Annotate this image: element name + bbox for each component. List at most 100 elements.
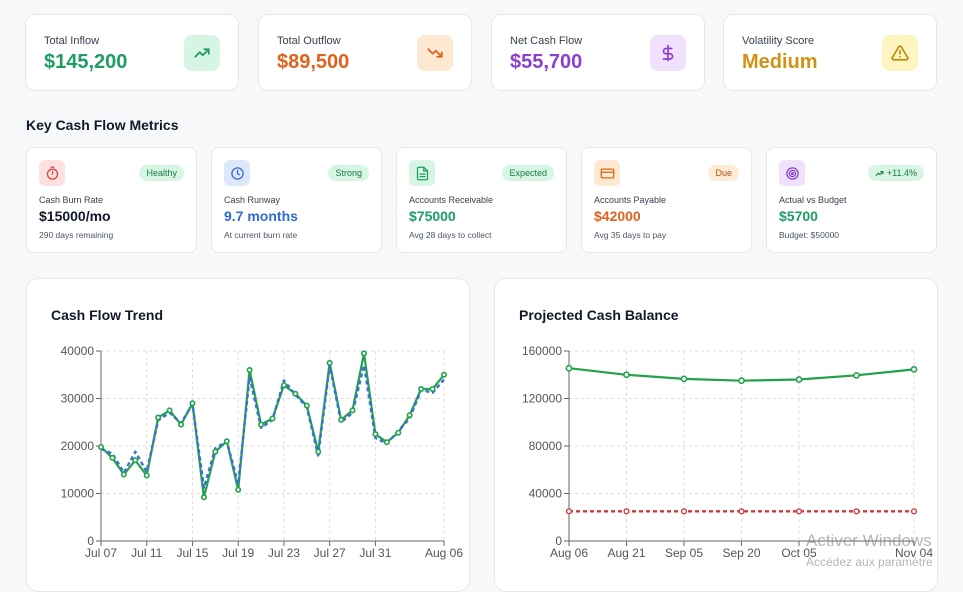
chart-title: Cash Flow Trend (51, 307, 164, 323)
data-point (109, 454, 116, 461)
metric-label: Actual vs Budget (779, 195, 847, 205)
accounts-receivable-card: Expected Accounts Receivable $75000 Avg … (396, 147, 567, 253)
y-tick-label: 0 (555, 534, 562, 548)
metric-subtext: At current burn rate (224, 230, 298, 240)
stat-value: $55,700 (510, 51, 583, 73)
trending-up-icon (875, 170, 884, 176)
warning-icon (882, 35, 918, 71)
cash-flow-trend-chart: 0 10000 20000 30000 40000 Jul 07 Jul 11 Jul 15 J… (61, 344, 464, 560)
credit-card-icon (594, 160, 620, 186)
data-point (349, 407, 356, 414)
x-tick-label: Jul 23 (268, 546, 300, 560)
data-point (383, 439, 390, 446)
data-point (132, 457, 139, 464)
x-tick-label: Jul 27 (314, 546, 346, 560)
trending-down-icon (417, 35, 453, 71)
x-tick-label: Jul 11 (131, 546, 162, 560)
metric-value: $42000 (594, 208, 641, 224)
cash-runway-card: Strong Cash Runway 9.7 months At current… (211, 147, 382, 253)
status-badge: Healthy (139, 165, 184, 181)
accounts-payable-card: Due Accounts Payable $42000 Avg 35 days … (581, 147, 752, 253)
data-point (680, 375, 688, 383)
target-icon (779, 160, 805, 186)
total-inflow-card: Total Inflow $145,200 (25, 14, 239, 91)
data-point (680, 508, 688, 515)
metric-subtext: Avg 35 days to pay (594, 230, 667, 240)
metric-label: Accounts Receivable (409, 195, 494, 205)
metric-subtext: Budget: $50000 (779, 230, 840, 240)
data-point (212, 448, 219, 455)
y-tick-label: 30000 (61, 392, 95, 406)
y-tick-label: 120000 (522, 392, 562, 406)
badge-text: +11.4% (886, 168, 917, 178)
stat-value: Medium (742, 51, 818, 73)
x-tick-label: Sep 20 (722, 546, 760, 560)
stat-value: $89,500 (277, 51, 350, 73)
x-tick-label: Jul 19 (222, 546, 254, 560)
dollar-icon (650, 35, 686, 71)
data-point (738, 508, 745, 515)
status-badge: Expected (502, 165, 554, 181)
data-point (166, 407, 173, 414)
y-tick-label: 160000 (522, 344, 562, 358)
net-cash-flow-card: Net Cash Flow $55,700 (491, 14, 705, 91)
data-point (738, 377, 745, 385)
metric-subtext: 290 days remaining (39, 230, 114, 240)
x-tick-label: Sep 05 (665, 546, 703, 560)
y-tick-label: 20000 (61, 439, 95, 453)
data-point (406, 412, 413, 419)
y-tick-label: 40000 (529, 487, 563, 501)
y-tick-label: 40000 (61, 344, 95, 358)
x-tick-label: Aug 06 (550, 546, 588, 560)
stat-label: Net Cash Flow (510, 35, 583, 47)
actual-vs-budget-card: +11.4% Actual vs Budget $5700 Budget: $5… (766, 147, 937, 253)
metric-subtext: Avg 28 days to collect (409, 230, 492, 240)
data-point (120, 471, 127, 478)
cash-burn-rate-card: Healthy Cash Burn Rate $15000/mo 290 day… (26, 147, 197, 253)
data-point (440, 371, 447, 378)
y-tick-label: 10000 (61, 487, 95, 501)
series-line (100, 352, 445, 499)
data-point (246, 367, 253, 374)
x-tick-label: Oct 05 (781, 546, 817, 560)
data-point (223, 438, 230, 445)
data-point (360, 350, 367, 357)
trending-up-icon (184, 35, 220, 71)
metric-label: Cash Burn Rate (39, 195, 104, 205)
clock-icon (224, 160, 250, 186)
x-tick-label: Jul 07 (85, 546, 117, 560)
x-tick-label: Jul 31 (359, 546, 391, 560)
windows-activation-watermark: Activer Windows (806, 531, 932, 550)
data-point (429, 386, 436, 393)
data-point (418, 386, 425, 393)
data-point (326, 359, 333, 366)
data-point (372, 431, 379, 438)
y-tick-label: 0 (87, 534, 94, 548)
data-point (98, 443, 105, 450)
data-point (853, 508, 860, 515)
data-point (143, 472, 150, 479)
metric-label: Cash Runway (224, 195, 281, 205)
data-point (200, 494, 207, 501)
stat-label: Total Outflow (277, 35, 341, 47)
metric-value: $75000 (409, 208, 456, 224)
cash-flow-trend-panel: Cash Flow Trend 0 10000 20000 30000 40000 Jul… (26, 278, 470, 592)
x-tick-label: Aug 21 (607, 546, 645, 560)
timer-icon (39, 160, 65, 186)
y-tick-label: 80000 (529, 439, 563, 453)
status-badge: Due (708, 165, 739, 181)
stat-label: Volatility Score (742, 35, 815, 47)
data-point (795, 376, 803, 383)
metric-label: Accounts Payable (594, 195, 667, 205)
stat-value: $145,200 (44, 51, 128, 73)
data-point (235, 486, 242, 493)
data-point (795, 508, 803, 515)
status-badge: +11.4% (867, 165, 924, 181)
data-point (315, 448, 322, 455)
data-point (623, 508, 630, 515)
data-point (155, 414, 162, 421)
document-icon (409, 160, 435, 186)
status-badge: Strong (328, 165, 369, 181)
series-line (100, 364, 445, 490)
x-tick-label: Nov 04 (895, 546, 933, 560)
